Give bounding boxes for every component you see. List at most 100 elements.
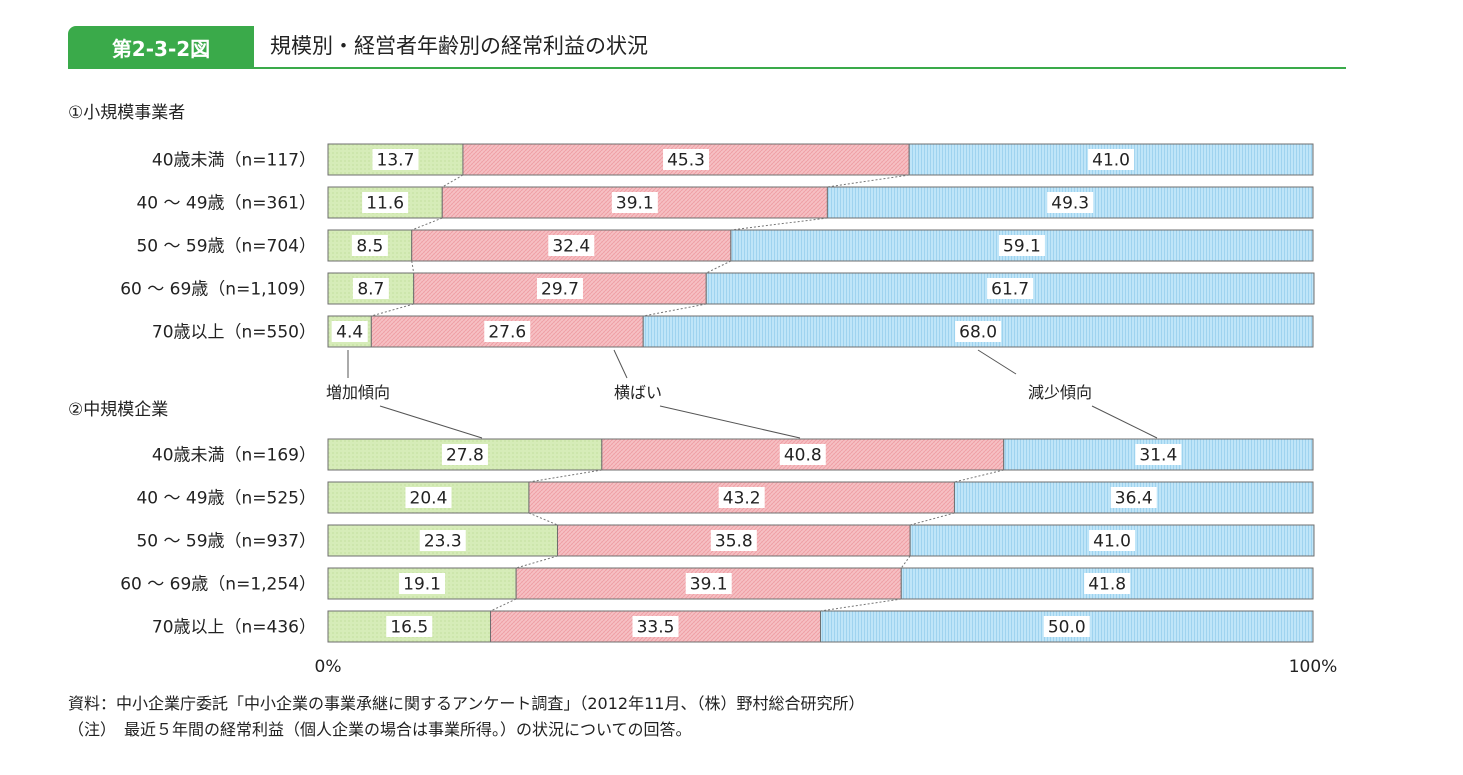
source-note: 資料：中小企業庁委託「中小企業の事業承継に関するアンケート調査」（2012年11… bbox=[68, 694, 865, 713]
data-label: 32.4 bbox=[552, 237, 590, 257]
connector-line bbox=[820, 598, 902, 612]
category-label: 50 ～ 59歳（n=704） bbox=[136, 237, 316, 257]
data-label-bg bbox=[362, 192, 409, 213]
data-label: 35.8 bbox=[715, 532, 753, 552]
connector-line bbox=[411, 260, 415, 274]
data-label: 41.0 bbox=[1092, 151, 1130, 171]
connector-line bbox=[371, 303, 414, 317]
data-label-bg bbox=[1047, 192, 1094, 213]
data-label-bg bbox=[1043, 616, 1090, 637]
category-label: 40歳未満（n=117） bbox=[152, 151, 316, 171]
data-label-bg bbox=[685, 573, 732, 594]
data-label-bg bbox=[548, 235, 595, 256]
connector-line bbox=[827, 174, 910, 188]
legend-label: 減少傾向 bbox=[1028, 383, 1092, 402]
data-label: 16.5 bbox=[390, 618, 428, 638]
category-label: 50 ～ 59歳（n=937） bbox=[136, 532, 316, 552]
data-label: 23.3 bbox=[424, 532, 462, 552]
legend-leader-line bbox=[379, 405, 483, 439]
data-label: 49.3 bbox=[1051, 194, 1089, 214]
data-label: 41.0 bbox=[1093, 532, 1131, 552]
legend-leader-line bbox=[659, 405, 801, 439]
data-label: 33.5 bbox=[637, 618, 675, 638]
data-label: 13.7 bbox=[377, 151, 415, 171]
figure-number-badge: 第2-3-2図 bbox=[68, 26, 254, 68]
data-label-bg bbox=[536, 278, 583, 299]
connector-line bbox=[490, 598, 517, 612]
data-label: 61.7 bbox=[991, 280, 1029, 300]
data-label-bg bbox=[331, 321, 368, 342]
connector-line bbox=[411, 217, 443, 231]
category-label: 40歳未満（n=169） bbox=[152, 446, 316, 466]
connector-line bbox=[706, 260, 732, 274]
data-label-bg bbox=[718, 487, 765, 508]
data-label: 27.8 bbox=[446, 446, 484, 466]
panel-title-small: ①小規模事業者 bbox=[68, 103, 186, 123]
data-label-bg bbox=[611, 192, 658, 213]
data-label-bg bbox=[710, 530, 757, 551]
data-label-bg bbox=[998, 235, 1045, 256]
category-label: 70歳以上（n=550） bbox=[152, 323, 316, 343]
data-label-bg bbox=[372, 149, 419, 170]
data-label-bg bbox=[405, 487, 452, 508]
data-label-bg bbox=[1110, 487, 1157, 508]
header-rule bbox=[68, 67, 1346, 69]
data-label-bg bbox=[1135, 444, 1182, 465]
connector-line bbox=[528, 469, 602, 483]
legend-label: 増加傾向 bbox=[326, 383, 390, 402]
data-label-bg bbox=[484, 321, 531, 342]
connector-line bbox=[528, 512, 558, 526]
data-label-bg bbox=[663, 149, 710, 170]
legend-leader-line bbox=[613, 349, 628, 379]
connector-line bbox=[442, 174, 464, 188]
data-label-bg bbox=[1084, 573, 1131, 594]
data-label: 8.7 bbox=[357, 280, 384, 300]
data-label-bg bbox=[441, 444, 488, 465]
footnote: （注） 最近５年間の経常利益（個人企業の場合は事業所得。）の状況についての回答。 bbox=[68, 720, 692, 739]
data-label: 41.8 bbox=[1088, 575, 1126, 595]
connector-line bbox=[954, 469, 1004, 483]
data-label-bg bbox=[955, 321, 1002, 342]
data-label: 39.1 bbox=[616, 194, 654, 214]
connector-line bbox=[730, 217, 828, 231]
connector-line bbox=[515, 555, 558, 569]
legend-leader-line bbox=[977, 349, 1017, 375]
x-tick-label: 100% bbox=[1289, 657, 1338, 677]
data-label: 40.8 bbox=[784, 446, 822, 466]
connector-line bbox=[910, 512, 955, 526]
data-label: 11.6 bbox=[366, 194, 404, 214]
data-label: 43.2 bbox=[723, 489, 761, 509]
data-label: 29.7 bbox=[541, 280, 579, 300]
data-label: 31.4 bbox=[1139, 446, 1177, 466]
data-label: 39.1 bbox=[690, 575, 728, 595]
data-label-bg bbox=[386, 616, 433, 637]
connector-line bbox=[643, 303, 707, 317]
data-label-bg bbox=[632, 616, 679, 637]
data-label-bg bbox=[399, 573, 446, 594]
data-label: 19.1 bbox=[403, 575, 441, 595]
x-tick-label: 0% bbox=[315, 657, 342, 677]
connector-line bbox=[900, 555, 911, 569]
category-label: 40 ～ 49歳（n=525） bbox=[136, 489, 316, 509]
data-label-bg bbox=[1088, 149, 1135, 170]
data-label: 68.0 bbox=[959, 323, 997, 343]
data-label: 45.3 bbox=[667, 151, 705, 171]
data-label: 27.6 bbox=[488, 323, 526, 343]
data-label-bg bbox=[351, 235, 388, 256]
data-label-bg bbox=[779, 444, 826, 465]
data-label: 36.4 bbox=[1115, 489, 1153, 509]
data-label: 20.4 bbox=[410, 489, 448, 509]
data-label: 8.5 bbox=[356, 237, 383, 257]
data-label: 4.4 bbox=[336, 323, 363, 343]
figure-title: 規模別・経営者年齢別の経常利益の状況 bbox=[270, 34, 648, 58]
legend-leader-line bbox=[1091, 405, 1158, 439]
category-label: 60 ～ 69歳（n=1,109） bbox=[120, 280, 316, 300]
data-label-bg bbox=[1089, 530, 1136, 551]
data-label-bg bbox=[352, 278, 389, 299]
data-label-bg bbox=[419, 530, 466, 551]
panel-title-medium: ②中規模企業 bbox=[68, 400, 169, 420]
data-label: 59.1 bbox=[1003, 237, 1041, 257]
data-label: 50.0 bbox=[1048, 618, 1086, 638]
category-label: 70歳以上（n=436） bbox=[152, 618, 316, 638]
